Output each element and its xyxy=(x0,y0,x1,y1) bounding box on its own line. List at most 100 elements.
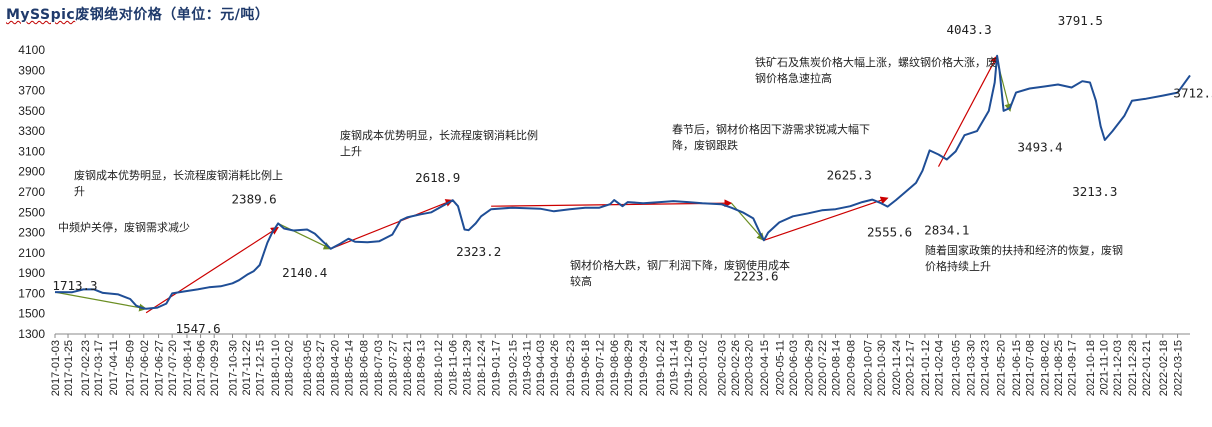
x-tick-label: 2020-10-30 xyxy=(876,340,888,396)
x-tick-label: 2021-06-15 xyxy=(1011,340,1023,396)
x-tick-label: 2021-01-12 xyxy=(920,340,932,396)
y-tick-label: 1500 xyxy=(18,307,45,321)
data-value-label: 2834.1 xyxy=(924,222,969,237)
y-tick-label: 2900 xyxy=(18,165,45,179)
x-tick-label: 2018-03-27 xyxy=(315,340,327,396)
y-tick-label: 1700 xyxy=(18,286,45,300)
trend-arrow xyxy=(491,199,733,208)
x-tick-label: 2020-11-24 xyxy=(891,340,903,395)
trend-arrow xyxy=(330,199,454,250)
trend-arrow xyxy=(54,291,148,312)
x-tick-label: 2017-10-30 xyxy=(228,340,240,396)
data-value-label: 3213.3 xyxy=(1072,184,1117,199)
trend-arrow xyxy=(937,55,998,167)
x-tick-label: 2019-08-29 xyxy=(623,340,635,396)
y-tick-label: 3900 xyxy=(18,63,45,77)
x-tick-label: 2018-11-29 xyxy=(461,340,473,395)
y-tick-label: 2700 xyxy=(18,185,45,199)
data-value-label: 2555.6 xyxy=(867,225,912,240)
x-tick-label: 2017-09-06 xyxy=(196,340,208,396)
x-tick-label: 2020-01-02 xyxy=(697,340,709,396)
x-tick-label: 2019-04-03 xyxy=(535,340,547,396)
x-tick-label: 2019-06-18 xyxy=(580,340,592,396)
x-tick-label: 2017-01-25 xyxy=(63,340,75,396)
x-tick-label: 2021-10-18 xyxy=(1085,340,1097,396)
x-tick-label: 2022-03-15 xyxy=(1173,340,1185,396)
trend-arrow xyxy=(277,222,332,250)
data-value-label: 3493.4 xyxy=(1018,140,1063,155)
y-tick-label: 2300 xyxy=(18,226,45,240)
x-tick-label: 2019-07-12 xyxy=(594,340,606,396)
trend-arrow xyxy=(145,226,279,314)
x-tick-label: 2019-04-26 xyxy=(549,340,561,396)
y-tick-label: 1900 xyxy=(18,266,45,280)
x-tick-label: 2018-07-27 xyxy=(387,340,399,396)
x-tick-label: 2018-09-13 xyxy=(416,340,428,396)
annotation-2: 废钢成本优势明显，长流程废钢消耗比例上升 xyxy=(74,169,283,198)
y-tick-label: 3700 xyxy=(18,84,45,98)
annotation-7: 随着国家政策的扶持和经济的恢复，废钢价格持续上升 xyxy=(925,244,1123,273)
x-tick-label: 2020-10-07 xyxy=(862,340,874,396)
data-value-label: 2140.4 xyxy=(282,265,327,280)
data-value-label: 2223.6 xyxy=(733,268,778,283)
x-tick-label: 2017-04-11 xyxy=(108,340,120,395)
x-tick-label: 2021-09-17 xyxy=(1067,340,1079,396)
x-tick-label: 2020-02-03 xyxy=(716,340,728,396)
x-tick-label: 2021-04-23 xyxy=(980,340,992,396)
x-tick-label: 2017-06-27 xyxy=(154,340,166,396)
x-tick-label: 2020-05-11 xyxy=(774,340,786,395)
x-tick-label: 2019-05-23 xyxy=(565,340,577,396)
annotation-4: 钢材价格大跌，钢厂利润下降，废钢使用成本较高 xyxy=(570,259,790,288)
x-tick-label: 2022-01-21 xyxy=(1141,340,1153,396)
data-value-label: 4043.3 xyxy=(947,22,992,37)
x-tick-label: 2019-09-24 xyxy=(638,340,650,396)
data-value-label: 2323.2 xyxy=(456,244,501,259)
x-tick-label: 2021-12-28 xyxy=(1127,340,1139,396)
x-tick-label: 2019-03-11 xyxy=(522,340,534,395)
x-tick-label: 2020-03-20 xyxy=(744,340,756,396)
x-tick-label: 2018-10-12 xyxy=(433,340,445,396)
y-tick-label: 3100 xyxy=(18,144,45,158)
x-tick-label: 2018-02-02 xyxy=(284,340,296,396)
x-tick-label: 2020-02-26 xyxy=(730,340,742,396)
x-tick-label: 2019-02-15 xyxy=(507,340,519,396)
data-value-label: 1713.3 xyxy=(52,278,97,293)
chart-title: MySSpic废钢绝对价格（单位：元/吨） xyxy=(6,4,269,24)
x-tick-label: 2019-08-06 xyxy=(609,340,621,396)
x-tick-label: 2022-02-18 xyxy=(1158,340,1170,396)
y-tick-label: 2100 xyxy=(18,246,45,260)
chart-title-text: 废钢绝对价格（单位：元/吨） xyxy=(75,7,270,23)
x-tick-label: 2021-02-04 xyxy=(934,340,946,396)
x-tick-label: 2017-08-14 xyxy=(182,340,194,396)
data-value-label: 2618.9 xyxy=(415,170,460,185)
annotation-3: 废钢成本优势明显，长流程废钢消耗比例上升 xyxy=(340,129,538,158)
x-tick-label: 2019-12-09 xyxy=(683,340,695,396)
x-tick-label: 2018-01-10 xyxy=(270,340,282,396)
x-tick-label: 2021-05-20 xyxy=(996,340,1008,396)
x-tick-label: 2021-03-30 xyxy=(965,340,977,396)
x-tick-label: 2020-06-03 xyxy=(788,340,800,396)
price-series-line xyxy=(54,54,1191,310)
x-tick-label: 2018-11-06 xyxy=(448,340,460,395)
annotation-6: 铁矿石及焦炭价格大幅上涨，螺纹钢价格大涨，废钢价格急速拉高 xyxy=(755,56,997,85)
x-tick-label: 2017-05-09 xyxy=(125,340,137,396)
x-tick-label: 2020-08-14 xyxy=(831,340,843,396)
data-value-label: 1547.6 xyxy=(176,321,221,336)
trend-arrow xyxy=(763,196,889,241)
x-tick-label: 2019-01-17 xyxy=(490,340,502,396)
y-tick-label: 1300 xyxy=(18,327,45,341)
x-tick-label: 2017-11-22 xyxy=(241,340,253,395)
x-tick-label: 2017-03-17 xyxy=(93,340,105,396)
x-tick-label: 2017-06-02 xyxy=(139,340,151,396)
x-tick-label: 2019-10-22 xyxy=(655,340,667,396)
x-tick-label: 2020-09-08 xyxy=(845,340,857,396)
data-value-label: 3712.5 xyxy=(1173,85,1212,100)
x-tick-label: 2021-08-02 xyxy=(1039,340,1051,396)
x-tick-label: 2021-11-10 xyxy=(1099,340,1111,395)
x-tick-label: 2017-07-20 xyxy=(167,340,179,396)
annotation-1: 中频炉关停，废钢需求减少 xyxy=(58,221,190,234)
x-tick-label: 2017-12-15 xyxy=(255,340,267,396)
x-tick-label: 2017-02-23 xyxy=(80,340,92,396)
x-tick-label: 2020-12-17 xyxy=(905,340,917,396)
